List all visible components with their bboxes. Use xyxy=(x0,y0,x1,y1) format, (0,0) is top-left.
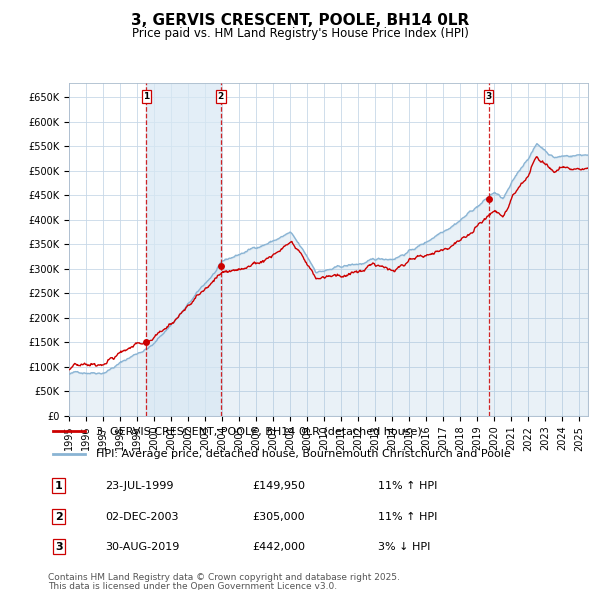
Text: 3, GERVIS CRESCENT, POOLE, BH14 0LR (detached house): 3, GERVIS CRESCENT, POOLE, BH14 0LR (det… xyxy=(95,427,421,436)
Text: 2: 2 xyxy=(55,512,62,522)
Text: £305,000: £305,000 xyxy=(252,512,305,522)
Text: 3, GERVIS CRESCENT, POOLE, BH14 0LR: 3, GERVIS CRESCENT, POOLE, BH14 0LR xyxy=(131,13,469,28)
Text: 11% ↑ HPI: 11% ↑ HPI xyxy=(378,512,437,522)
Text: 30-AUG-2019: 30-AUG-2019 xyxy=(105,542,179,552)
Text: This data is licensed under the Open Government Licence v3.0.: This data is licensed under the Open Gov… xyxy=(48,582,337,590)
Text: 23-JUL-1999: 23-JUL-1999 xyxy=(105,481,173,491)
Text: HPI: Average price, detached house, Bournemouth Christchurch and Poole: HPI: Average price, detached house, Bour… xyxy=(95,449,510,459)
Text: £442,000: £442,000 xyxy=(252,542,305,552)
Text: 3: 3 xyxy=(485,92,492,101)
Text: Contains HM Land Registry data © Crown copyright and database right 2025.: Contains HM Land Registry data © Crown c… xyxy=(48,573,400,582)
Text: £149,950: £149,950 xyxy=(252,481,305,491)
Text: 11% ↑ HPI: 11% ↑ HPI xyxy=(378,481,437,491)
Text: 1: 1 xyxy=(143,92,149,101)
Bar xyxy=(146,83,221,416)
Text: Price paid vs. HM Land Registry's House Price Index (HPI): Price paid vs. HM Land Registry's House … xyxy=(131,27,469,40)
Text: 3: 3 xyxy=(55,542,62,552)
Text: 2: 2 xyxy=(218,92,224,101)
Text: 3% ↓ HPI: 3% ↓ HPI xyxy=(378,542,430,552)
Text: 1: 1 xyxy=(55,481,62,491)
Text: 02-DEC-2003: 02-DEC-2003 xyxy=(105,512,179,522)
